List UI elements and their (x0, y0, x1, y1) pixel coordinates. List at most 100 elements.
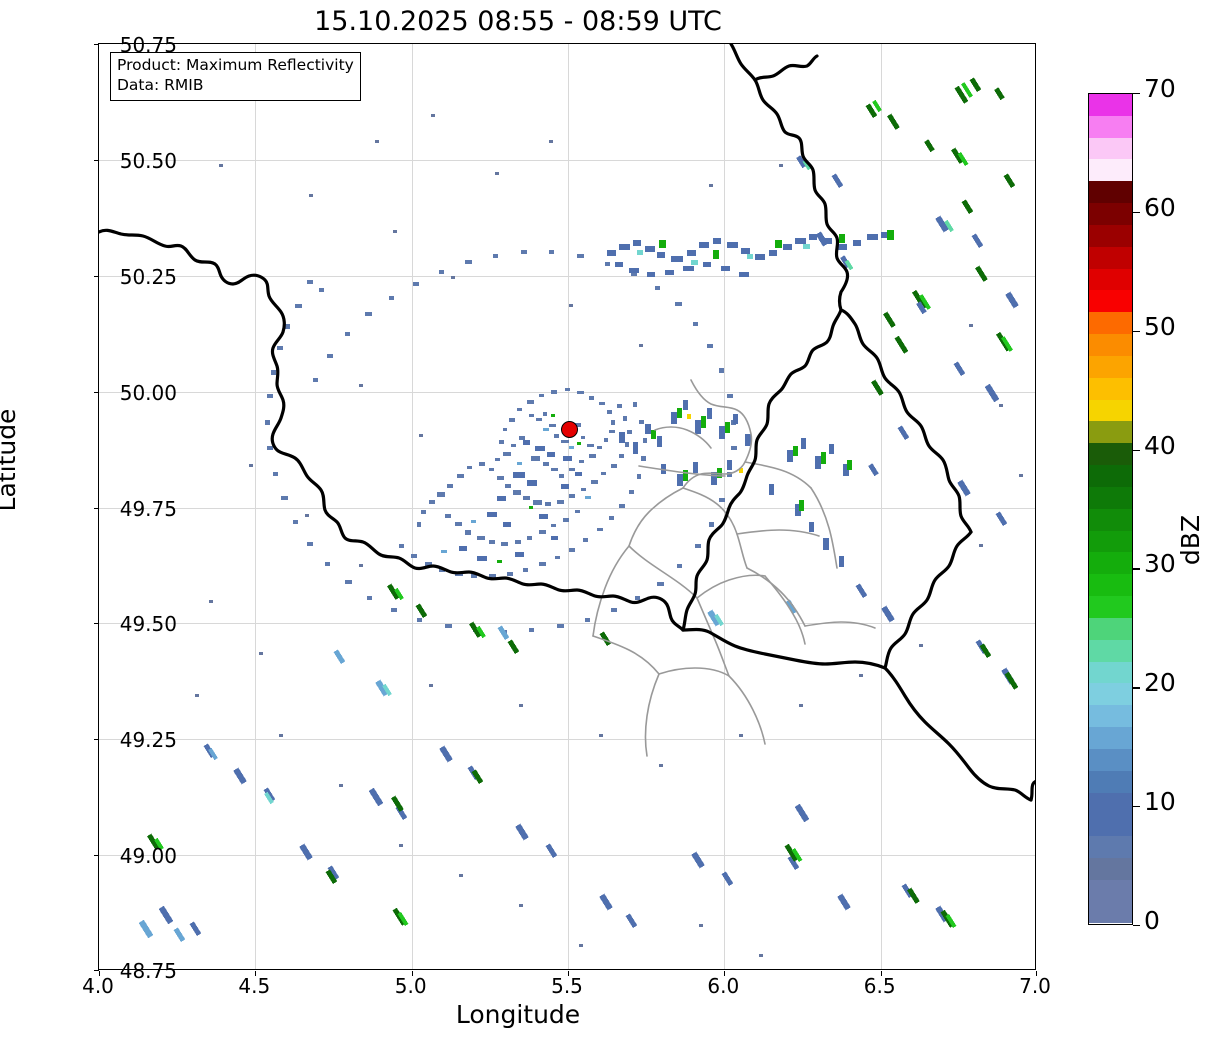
gridline-lat-49.00 (99, 855, 1035, 857)
cb-tick-30 (1133, 568, 1140, 570)
gridline-lon-4.5 (255, 44, 257, 969)
gridline-lat-49.50 (99, 623, 1035, 625)
tick-lon-6.5 (880, 971, 882, 976)
colorbar-band-9 (1089, 705, 1132, 728)
cb-ticklabel-30: 30 (1144, 549, 1176, 579)
tick-lon-6.0 (724, 971, 726, 976)
xtick-label-4: 6.0 (707, 974, 740, 998)
cb-ticklabel-10: 10 (1144, 787, 1176, 817)
district-borders (592, 379, 876, 757)
colorbar-band-15 (1089, 574, 1132, 597)
cb-tick-40 (1133, 449, 1140, 451)
colorbar-band-23 (1089, 399, 1132, 422)
cb-ticklabel-0: 0 (1144, 906, 1160, 935)
tick-lat-50.25 (94, 275, 99, 277)
tick-lat-50.75 (94, 44, 99, 45)
echo-outer-ring (265, 250, 737, 634)
radar-plot-area[interactable] (94, 43, 1037, 976)
colorbar-band-2 (1089, 857, 1132, 880)
cb-tick-70 (1133, 93, 1140, 95)
xtick-label-5: 6.5 (863, 974, 896, 998)
tick-lat-50.50 (94, 159, 99, 161)
colorbar[interactable] (1088, 93, 1133, 925)
colorbar-unit-label: dBZ (1176, 514, 1205, 566)
cb-tick-0 (1133, 925, 1140, 927)
colorbar-band-5 (1089, 792, 1132, 815)
colorbar-band-20 (1089, 465, 1132, 487)
cb-tick-20 (1133, 687, 1140, 689)
ytick-label-4: 49.75 (119, 496, 177, 521)
cb-ticklabel-50: 50 (1144, 311, 1176, 341)
colorbar-band-34 (1089, 159, 1132, 182)
ytick-label-3: 49.50 (119, 612, 177, 637)
colorbar-band-19 (1089, 486, 1132, 509)
colorbar-band-12 (1089, 639, 1132, 662)
colorbar-band-1 (1089, 879, 1132, 902)
colorbar-band-21 (1089, 443, 1132, 466)
colorbar-band-25 (1089, 355, 1132, 378)
ytick-label-7: 50.50 (119, 148, 177, 173)
colorbar-band-11 (1089, 661, 1132, 684)
gridline-lon-6.5 (880, 44, 882, 969)
gridline-lat-49.25 (99, 739, 1035, 741)
ytick-label-2: 49.25 (119, 728, 177, 753)
ytick-label-5: 50.00 (119, 380, 177, 405)
cb-tick-60 (1133, 211, 1140, 214)
cb-ticklabel-70: 70 (1144, 74, 1176, 103)
xtick-label-3: 5.5 (551, 974, 583, 998)
cb-tick-50 (1133, 330, 1140, 333)
tick-lat-49.75 (94, 507, 99, 509)
colorbar-band-30 (1089, 246, 1132, 269)
gridline-lon-5.0 (411, 44, 413, 969)
xtick-label-1: 4.5 (238, 974, 271, 998)
tick-lon-5.5 (568, 971, 569, 976)
map-overlay-svg (99, 44, 1035, 957)
info-data-line: Data: RMIB (117, 75, 204, 94)
colorbar-band-33 (1089, 181, 1132, 204)
cb-ticklabel-20: 20 (1144, 668, 1176, 698)
colorbar-band-6 (1089, 770, 1132, 793)
colorbar-band-24 (1089, 377, 1132, 400)
gridline-lon-5.5 (568, 44, 569, 969)
tick-lat-49.00 (94, 855, 99, 857)
cb-ticklabel-60: 60 (1144, 192, 1176, 222)
tick-lon-4.0 (99, 971, 100, 976)
colorbar-band-31 (1089, 224, 1132, 247)
info-product-line: Product: Maximum Reflectivity (117, 56, 354, 74)
radar-site-marker[interactable] (561, 421, 578, 438)
echo-streaks-southwest (138, 583, 1019, 942)
echo-cluster-northeast (607, 230, 894, 277)
gridline-lat-50.50 (99, 159, 1035, 161)
product-info-legend: Product: Maximum Reflectivity Data: RMIB (110, 52, 361, 101)
x-axis-label: Longitude (455, 1000, 581, 1029)
colorbar-band-7 (1089, 748, 1132, 771)
colorbar-band-32 (1089, 203, 1132, 225)
echo-cluster-luxembourg (619, 400, 852, 567)
colorbar-band-16 (1089, 552, 1132, 575)
colorbar-band-3 (1089, 836, 1132, 858)
colorbar-band-17 (1089, 530, 1132, 553)
colorbar-band-4 (1089, 814, 1132, 837)
colorbar-band-14 (1089, 596, 1132, 618)
radar-echo-layer (138, 77, 1023, 957)
colorbar-band-37 (1089, 94, 1132, 116)
cb-ticklabel-40: 40 (1144, 430, 1176, 460)
tick-lat-50.00 (94, 391, 99, 393)
echo-streaks-northeast (796, 77, 1019, 526)
ytick-label-6: 50.25 (119, 264, 177, 289)
colorbar-band-13 (1089, 617, 1132, 640)
gridline-lat-49.75 (99, 507, 1035, 509)
country-borders (99, 44, 1035, 802)
xtick-label-2: 5.0 (394, 974, 427, 998)
tick-lat-49.25 (94, 739, 99, 741)
ytick-label-1: 49.00 (119, 844, 177, 869)
colorbar-band-26 (1089, 334, 1132, 356)
colorbar-band-0 (1089, 901, 1132, 924)
gridline-lat-50.25 (99, 275, 1035, 277)
tick-lat-48.75 (94, 970, 99, 971)
colorbar-band-10 (1089, 683, 1132, 706)
plot-clip (99, 44, 1035, 969)
tick-lon-5.0 (411, 971, 413, 976)
gridline-lat-50.00 (99, 391, 1035, 393)
colorbar-band-22 (1089, 421, 1132, 444)
